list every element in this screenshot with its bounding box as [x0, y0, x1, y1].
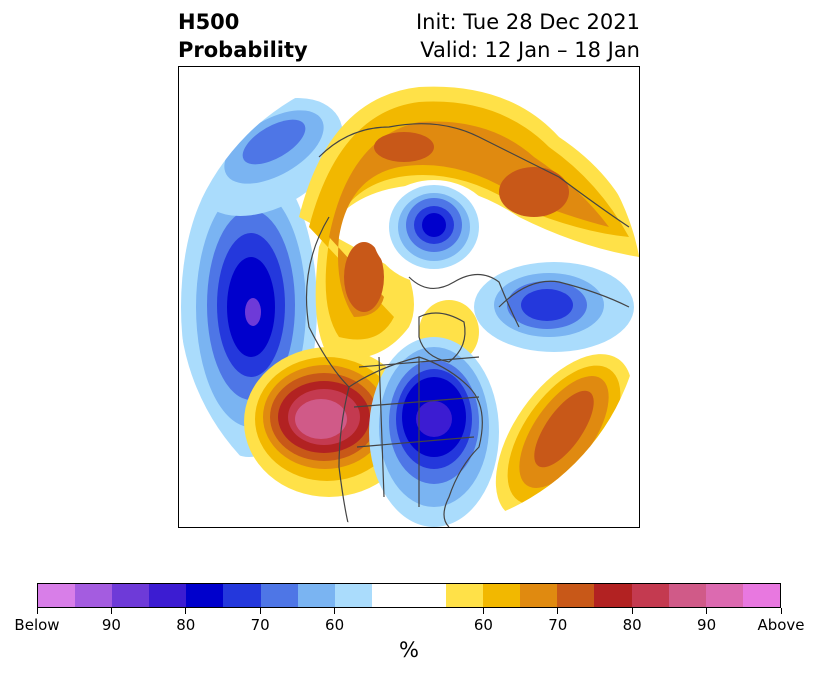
colorbar-segment: [38, 584, 76, 607]
valid-range-label: Valid: 12 Jan – 18 Jan: [420, 38, 640, 62]
anomaly-below-polar: [372, 180, 496, 284]
colorbar-segment: [149, 584, 187, 607]
colorbar-tick: [557, 608, 559, 614]
colorbar-tick-label: 80: [176, 616, 196, 634]
colorbar-segment: [408, 584, 447, 607]
colorbar-segment: [705, 584, 743, 607]
colorbar-segment: [483, 584, 521, 607]
colorbar-tick: [482, 608, 484, 614]
colorbar-unit: %: [399, 638, 419, 662]
colorbar-segment: [631, 584, 669, 607]
anomaly-below-east-na: [369, 337, 499, 527]
colorbar-tick: [780, 608, 782, 614]
colorbar-segment: [520, 584, 558, 607]
colorbar-segment: [594, 584, 632, 607]
colorbar-segment: [297, 584, 335, 607]
colorbar-tick: [706, 608, 708, 614]
map-validity: Init: Tue 28 Dec 2021 Valid: 12 Jan – 18…: [416, 8, 640, 64]
colorbar-segment: [223, 584, 261, 607]
anomaly-above-atlantic: [495, 354, 633, 520]
title-field: Probability: [178, 38, 308, 62]
colorbar-segment: [112, 584, 150, 607]
colorbar-segment: [186, 584, 224, 607]
colorbar-tick-label: 70: [548, 616, 568, 634]
colorbar-tick-label: 90: [101, 616, 121, 634]
colorbar-segment: [371, 584, 409, 607]
colorbar-segment: [668, 584, 706, 607]
colorbar-tick-label: 60: [473, 616, 493, 634]
map-title: H500 Probability: [178, 8, 308, 64]
colorbar-tick-label: 60: [325, 616, 345, 634]
colorbar-segment: [75, 584, 113, 607]
colorbar-tick-label: 80: [622, 616, 642, 634]
anomaly-above-arctic: [299, 86, 639, 359]
colorbar-tick: [110, 608, 112, 614]
colorbar-segment: [742, 584, 780, 607]
anomaly-above-west-na: [244, 347, 414, 497]
colorbar-tick: [259, 608, 261, 614]
colorbar-tick: [631, 608, 633, 614]
colorbar-tick-label: Below: [14, 616, 60, 634]
colorbar-segment: [260, 584, 298, 607]
probability-map: [178, 66, 640, 528]
colorbar-segment: [446, 584, 484, 607]
map-canvas: [179, 67, 639, 527]
coastlines: [305, 123, 630, 527]
anomaly-below-europe: [474, 262, 634, 352]
colorbar-tick-label: Above: [757, 616, 805, 634]
colorbar-tick-label: 70: [250, 616, 270, 634]
colorbar-tick: [36, 608, 38, 614]
init-time-label: Init: Tue 28 Dec 2021: [415, 10, 640, 34]
colorbar-segment: [557, 584, 595, 607]
colorbar-tick: [334, 608, 336, 614]
title-variable: H500: [178, 10, 240, 34]
colorbar-tick-label: 90: [697, 616, 717, 634]
colorbar-tick: [185, 608, 187, 614]
colorbar: [37, 583, 781, 608]
colorbar-segment: [334, 584, 372, 607]
